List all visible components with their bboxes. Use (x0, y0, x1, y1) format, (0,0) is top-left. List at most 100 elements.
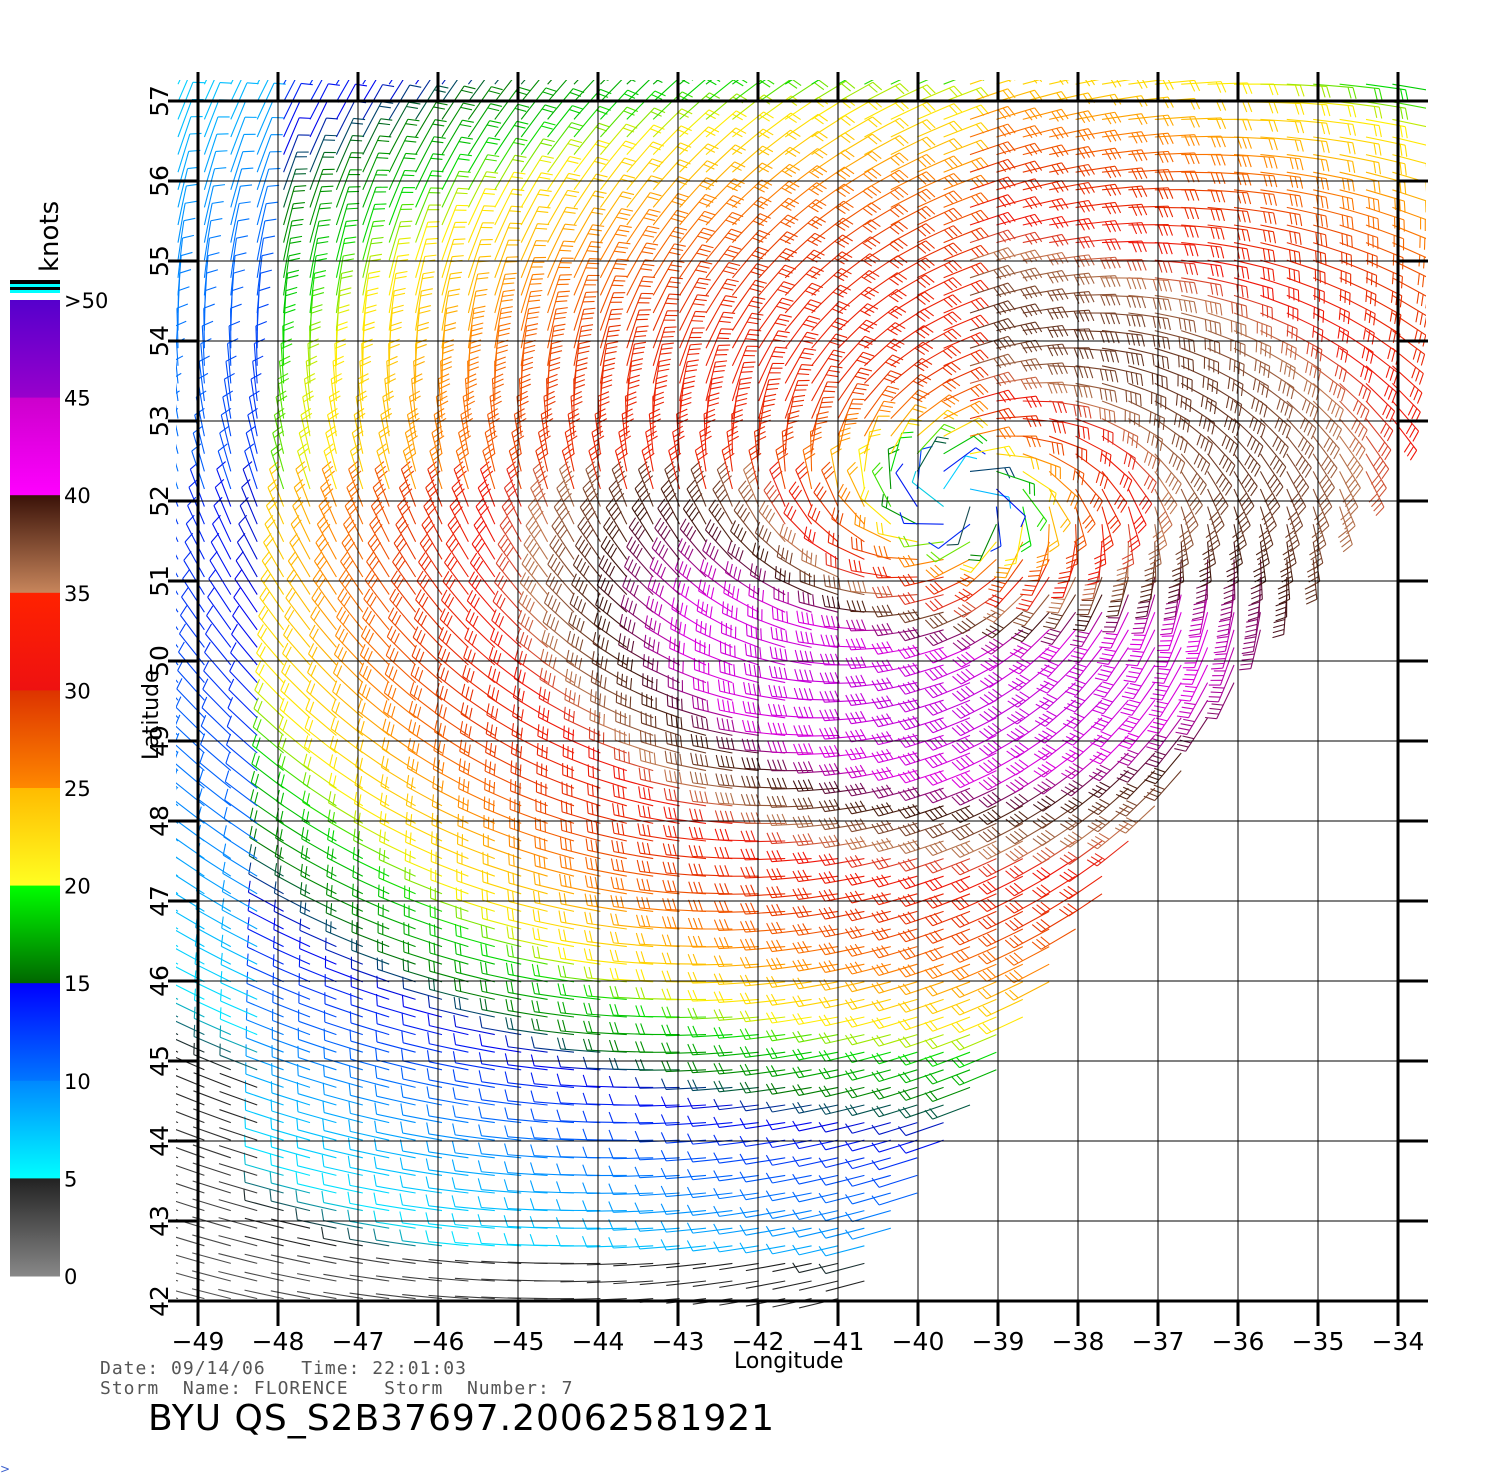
wind-barb (350, 956, 390, 983)
wind-barb (296, 1100, 337, 1124)
wind-barb (441, 255, 464, 296)
wind-barb (377, 902, 416, 930)
wind-barb (586, 801, 627, 824)
wind-barb (1005, 822, 1050, 845)
wind-barb (1148, 682, 1182, 718)
wind-barb (969, 389, 1016, 403)
wind-barb (978, 893, 1024, 913)
wind-barb (540, 648, 575, 684)
wind-barb (969, 158, 1016, 173)
wind-barb (453, 1033, 495, 1053)
wind-barb (739, 1118, 786, 1130)
wind-barb (871, 695, 918, 710)
wind-barb (426, 1122, 469, 1141)
wind-barb (818, 1157, 865, 1169)
wind-barb (713, 973, 759, 986)
wind-barb (582, 1092, 627, 1106)
wind-barb (1004, 963, 1050, 984)
longitude-tick-label: −39 (972, 1327, 1025, 1356)
wind-barb (453, 461, 469, 507)
wind-barb (531, 982, 575, 1000)
wind-barb (924, 910, 971, 927)
wind-barb (978, 822, 1024, 843)
wind-barb (897, 1016, 944, 1031)
wind-barb (1260, 312, 1298, 341)
wind-barb (1339, 171, 1381, 193)
wind-barb (400, 1067, 443, 1088)
wind-barb (566, 630, 601, 666)
wind-barb (457, 832, 495, 860)
wind-barb (739, 1171, 786, 1183)
wind-barb (792, 1262, 839, 1274)
wind-barb (969, 211, 1016, 226)
longitude-tick-label: −44 (572, 1327, 625, 1356)
wind-barb (983, 594, 1024, 623)
wind-barb (946, 506, 971, 546)
wind-barb (1286, 83, 1331, 98)
wind-barb (645, 595, 680, 631)
wind-barb (770, 626, 812, 648)
wind-barb (792, 1173, 839, 1185)
wind-barb (400, 1121, 443, 1141)
wind-barb (615, 690, 654, 719)
wind-barb (271, 1063, 311, 1088)
wind-barb (719, 1262, 759, 1271)
wind-barb (951, 840, 997, 858)
wind-barb (222, 843, 258, 877)
wind-barb (582, 1128, 627, 1141)
wind-barb (244, 443, 258, 490)
wind-barb (375, 1257, 416, 1264)
wind-barb (864, 221, 908, 244)
wind-barb (324, 992, 363, 1018)
wind-barb (1286, 277, 1325, 304)
wind-barb (491, 609, 522, 648)
wind-barb (635, 987, 680, 1000)
wind-barb (1064, 664, 1103, 696)
wind-barb (687, 1043, 733, 1056)
wind-barb (1207, 347, 1245, 377)
wind-barb (374, 1066, 416, 1088)
wind-barb (348, 1065, 390, 1088)
wind-barb (363, 588, 390, 631)
wind-barb (758, 346, 788, 384)
wind-barb (1313, 259, 1352, 286)
wind-barb (825, 553, 865, 578)
wind-barb (609, 931, 654, 948)
wind-barb (298, 991, 337, 1018)
wind-barb (899, 512, 944, 525)
wind-barb (530, 1126, 575, 1141)
wind-barb (1093, 664, 1129, 698)
wind-barb (273, 899, 311, 930)
wind-barb (978, 875, 1024, 895)
wind-barb (740, 920, 786, 933)
wind-barb (951, 946, 997, 963)
wind-barb (660, 1149, 707, 1162)
wind-barb (530, 1054, 575, 1071)
wind-barb (758, 393, 777, 437)
wind-barb (479, 461, 496, 507)
wind-barb (388, 203, 414, 243)
wind-barb (425, 1176, 469, 1194)
wind-barb (298, 973, 337, 1000)
wind-barb (520, 121, 556, 155)
wind-barb (393, 533, 417, 578)
wind-barb (323, 1010, 363, 1036)
wind-barb (720, 621, 759, 648)
wind-barb (873, 545, 918, 560)
wind-barb (1282, 524, 1297, 570)
colorbar-band (10, 495, 60, 594)
wind-barb (739, 974, 786, 987)
wind-barb (745, 1262, 786, 1272)
wind-barb (637, 804, 680, 824)
wind-barb (479, 979, 522, 1000)
wind-barb (765, 1190, 812, 1202)
wind-barb (556, 1109, 601, 1124)
wind-barb (732, 128, 774, 156)
wind-barb (848, 559, 891, 578)
wind-barb (559, 873, 601, 895)
wind-barb (557, 983, 601, 1000)
wind-barb (538, 686, 575, 719)
wind-barb (374, 461, 390, 507)
wind-barb (811, 80, 820, 85)
